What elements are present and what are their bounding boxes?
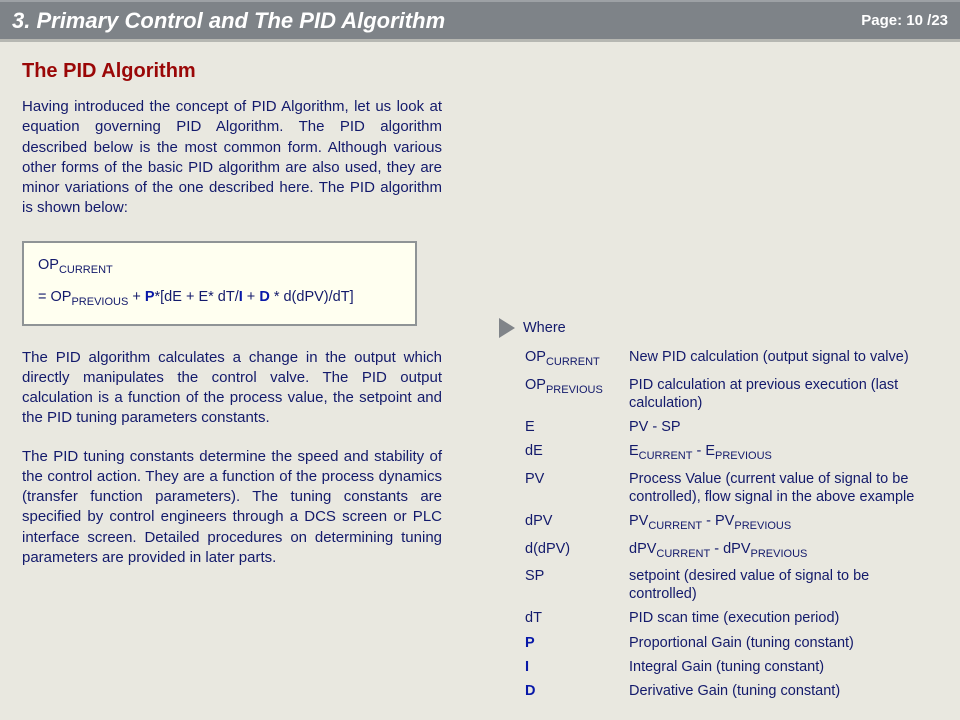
desc-i: Integral Gain (tuning constant) (629, 658, 939, 676)
page-indicator: Page: 10 /23 (861, 12, 948, 29)
formula-d: D (259, 289, 269, 305)
desc-sub: PREVIOUS (734, 520, 791, 532)
term-p: P (525, 634, 625, 652)
paragraph-3: The PID tuning constants determine the s… (22, 447, 442, 569)
term-de: dE (525, 442, 625, 464)
desc-sub: CURRENT (648, 520, 702, 532)
formula-rhs-op: = OP (38, 289, 71, 305)
term-ddpv: d(dPV) (525, 540, 625, 562)
term-sub: CURRENT (546, 356, 600, 368)
formula-seg1: *[dE + E* dT/ (155, 289, 239, 305)
formula-seg3: * d(dPV)/dT] (270, 289, 354, 305)
term-d: D (525, 682, 625, 700)
term-dt: dT (525, 609, 625, 627)
desc-d: Derivative Gain (tuning constant) (629, 682, 939, 700)
formula-rhs: = OPPREVIOUS + P*[dE + E* dT/I + D * d(d… (38, 285, 401, 312)
desc-dpv: PVCURRENT - PVPREVIOUS (629, 512, 939, 534)
term-pv: PV (525, 470, 625, 506)
where-label: Where (523, 320, 566, 336)
desc-pv: Process Value (current value of signal t… (629, 470, 939, 506)
term-op-current: OPCURRENT (525, 348, 625, 370)
formula-lhs-op: OP (38, 257, 59, 273)
page-content: The PID Algorithm Having introduced the … (0, 42, 960, 596)
term-e: E (525, 418, 625, 436)
formula-box: OPCURRENT = OPPREVIOUS + P*[dE + E* dT/I… (22, 241, 417, 326)
formula-lhs-sub: CURRENT (59, 263, 113, 275)
left-column: The PID algorithm calculates a change in… (22, 348, 442, 587)
term-text: OP (525, 377, 546, 393)
intro-paragraph: Having introduced the concept of PID Alg… (22, 97, 442, 219)
desc-op-previous: PID calculation at previous execution (l… (629, 376, 939, 412)
page-header: 3. Primary Control and The PID Algorithm… (0, 0, 960, 42)
definitions-grid: OPCURRENT New PID calculation (output si… (525, 348, 939, 700)
formula-row: OPCURRENT = OPPREVIOUS + P*[dE + E* dT/I… (22, 241, 938, 326)
desc-seg: dPV (629, 541, 656, 557)
formula-rhs-sub: PREVIOUS (71, 296, 128, 308)
paragraph-2: The PID algorithm calculates a change in… (22, 348, 442, 429)
desc-sub: CURRENT (656, 547, 710, 559)
term-sp: SP (525, 567, 625, 603)
formula-lhs: OPCURRENT (38, 253, 401, 280)
formula-plus: + (128, 289, 145, 305)
desc-seg: - dPV (710, 541, 750, 557)
chapter-title: 3. Primary Control and The PID Algorithm (12, 8, 445, 34)
desc-seg: - PV (702, 513, 734, 529)
desc-op-current: New PID calculation (output signal to va… (629, 348, 939, 370)
desc-sub: CURRENT (639, 450, 693, 462)
desc-seg: - E (692, 443, 715, 459)
desc-dt: PID scan time (execution period) (629, 609, 939, 627)
formula-seg2: + (243, 289, 260, 305)
page-total: 23 (931, 12, 948, 29)
desc-e: PV - SP (629, 418, 939, 436)
desc-sub: PREVIOUS (715, 450, 772, 462)
term-text: OP (525, 349, 546, 365)
term-sub: PREVIOUS (546, 384, 603, 396)
desc-de: ECURRENT - EPREVIOUS (629, 442, 939, 464)
formula-p: P (145, 289, 155, 305)
section-title: The PID Algorithm (22, 60, 938, 83)
where-line: Where (525, 318, 939, 338)
desc-ddpv: dPVCURRENT - dPVPREVIOUS (629, 540, 939, 562)
desc-p: Proportional Gain (tuning constant) (629, 634, 939, 652)
term-i: I (525, 658, 625, 676)
page-current: 10 (906, 12, 923, 29)
arrow-icon (499, 318, 515, 338)
desc-seg: E (629, 443, 639, 459)
term-op-previous: OPPREVIOUS (525, 376, 625, 412)
desc-sp: setpoint (desired value of signal to be … (629, 567, 939, 603)
desc-seg: PV (629, 513, 648, 529)
desc-sub: PREVIOUS (751, 547, 808, 559)
definitions-column: Where OPCURRENT New PID calculation (out… (525, 318, 939, 700)
term-dpv: dPV (525, 512, 625, 534)
page-label: Page: (861, 12, 902, 29)
